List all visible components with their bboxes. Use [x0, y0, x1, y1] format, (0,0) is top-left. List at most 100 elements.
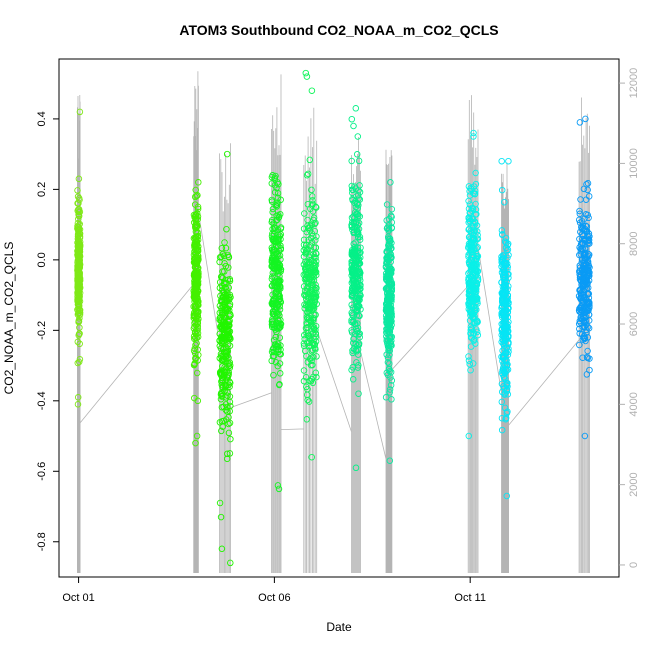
altitude-trace-layer	[77, 71, 590, 573]
data-point	[501, 198, 508, 206]
data-point	[303, 319, 310, 327]
data-point	[472, 285, 480, 292]
data-point	[352, 265, 360, 272]
data-point	[386, 457, 394, 464]
data-point	[386, 386, 394, 393]
data-point	[75, 223, 82, 231]
data-point	[192, 217, 200, 225]
data-point	[383, 351, 390, 358]
data-point	[193, 233, 200, 241]
data-point	[272, 306, 279, 314]
data-point	[275, 214, 282, 221]
data-point	[498, 414, 506, 422]
data-point	[577, 228, 584, 236]
data-point	[226, 342, 234, 349]
data-point	[499, 320, 507, 328]
data-point	[578, 281, 585, 288]
data-point	[501, 268, 509, 276]
data-point	[383, 329, 390, 336]
x-axis-label: Date	[326, 620, 352, 634]
data-point	[222, 312, 229, 320]
data-point	[351, 224, 358, 231]
data-point	[193, 257, 201, 265]
data-point	[385, 226, 393, 233]
data-point	[356, 282, 364, 289]
data-point	[352, 341, 360, 348]
data-point	[225, 253, 233, 261]
data-point	[225, 414, 232, 421]
data-point	[309, 379, 317, 387]
axes-layer: -0.8 -0.6 -0.4 -0.2 0.0 0.2 0.4 0 2000 4000 6000 80…	[36, 68, 640, 604]
data-point	[355, 266, 362, 273]
flight-points-2	[190, 179, 202, 447]
data-point	[577, 319, 584, 326]
data-point	[303, 73, 311, 80]
data-point	[498, 157, 505, 165]
data-point	[472, 211, 479, 218]
data-point	[500, 342, 508, 349]
data-point	[312, 330, 320, 338]
data-point	[275, 296, 282, 303]
data-point	[75, 358, 83, 366]
data-point	[504, 263, 511, 271]
data-point	[584, 347, 591, 355]
data-point	[226, 364, 234, 372]
data-point	[350, 122, 357, 130]
data-point	[193, 369, 201, 377]
data-point	[469, 220, 477, 227]
data-point	[582, 246, 589, 253]
data-point	[269, 208, 276, 216]
data-point	[471, 218, 479, 226]
data-point	[353, 257, 360, 265]
data-point	[352, 185, 360, 192]
data-point	[302, 265, 309, 272]
data-point	[304, 396, 311, 404]
data-point	[354, 192, 362, 199]
y2-tick-label: 2000	[628, 472, 640, 496]
data-point	[217, 513, 225, 521]
data-point	[218, 367, 225, 374]
data-point	[500, 296, 508, 303]
data-point	[194, 320, 201, 328]
data-point	[473, 319, 480, 326]
data-point	[275, 381, 283, 389]
data-point	[581, 237, 589, 244]
data-point	[268, 196, 276, 204]
data-point	[302, 69, 310, 77]
data-point	[576, 207, 583, 215]
data-point	[277, 242, 284, 249]
data-point	[195, 315, 202, 323]
data-point	[309, 302, 317, 310]
data-point	[272, 290, 279, 298]
data-point	[219, 268, 226, 275]
data-point	[467, 309, 475, 317]
data-point	[220, 289, 227, 297]
data-point	[223, 150, 231, 158]
data-point	[309, 197, 316, 204]
data-point	[227, 559, 234, 567]
data-point	[270, 348, 278, 356]
data-point	[583, 274, 590, 282]
y-axis-label: CO2_NOAA_m_CO2_QCLS	[2, 242, 16, 395]
data-point	[271, 189, 279, 196]
data-point	[355, 249, 362, 257]
data-point	[356, 272, 363, 279]
data-point	[468, 303, 475, 310]
data-point	[269, 273, 276, 280]
data-point	[502, 414, 510, 422]
data-point	[190, 314, 198, 322]
data-point	[385, 242, 393, 249]
data-point	[74, 187, 81, 194]
data-point	[194, 205, 202, 213]
data-point	[388, 205, 396, 213]
data-point	[503, 307, 510, 314]
data-point	[502, 357, 509, 365]
data-point	[585, 230, 593, 237]
data-point	[312, 346, 319, 353]
data-point	[387, 324, 395, 332]
data-point	[277, 196, 284, 204]
data-point	[216, 278, 224, 286]
data-point	[223, 225, 230, 233]
data-point	[383, 369, 391, 377]
data-point	[349, 189, 356, 197]
